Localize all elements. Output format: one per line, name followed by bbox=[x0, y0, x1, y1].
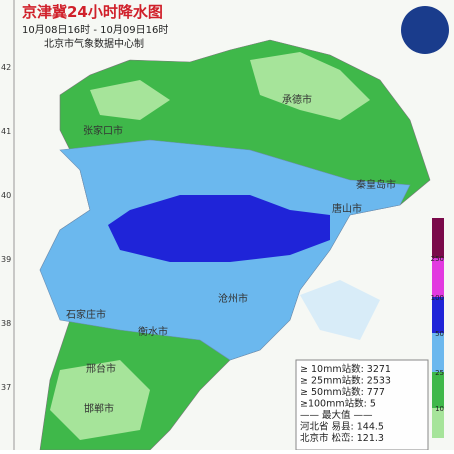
stats-line: 北京市 松峦: 121.3 bbox=[300, 432, 384, 444]
producer: 北京市气象数据中心制 bbox=[44, 37, 144, 50]
sea bbox=[300, 280, 380, 340]
legend-swatch bbox=[432, 258, 444, 297]
city-label: 承德市 bbox=[282, 93, 312, 106]
latitude-label: 40 bbox=[1, 191, 11, 200]
city-label: 秦皇岛市 bbox=[356, 178, 396, 191]
stats-line: —— 最大值 —— bbox=[300, 409, 373, 421]
latitude-label: 37 bbox=[1, 383, 11, 392]
stats-line: ≥100mm站数: 5 bbox=[300, 398, 376, 410]
legend-labels: 250 100 50 25 10 bbox=[431, 255, 444, 413]
legend-swatch bbox=[432, 408, 444, 438]
stats-line: ≥ 25mm站数: 2533 bbox=[300, 375, 391, 387]
legend-label: 10 bbox=[435, 405, 444, 413]
city-label: 沧州市 bbox=[218, 292, 248, 305]
legend-swatch bbox=[432, 297, 444, 333]
city-label: 唐山市 bbox=[332, 202, 362, 215]
stats-line: 河北省 易县: 144.5 bbox=[300, 421, 384, 433]
city-label: 邢台市 bbox=[86, 362, 116, 375]
stats-line: ≥ 10mm站数: 3271 bbox=[300, 363, 391, 375]
legend-label: 25 bbox=[435, 369, 444, 377]
city-label: 石家庄市 bbox=[66, 308, 106, 321]
time-range: 10月08日16时 - 10月09日16时 bbox=[22, 24, 168, 36]
legend-label: 250 bbox=[431, 255, 444, 263]
latitude-label: 39 bbox=[1, 255, 11, 264]
city-label: 张家口市 bbox=[83, 124, 123, 137]
legend-swatch bbox=[432, 372, 444, 408]
legend-label: 100 bbox=[431, 294, 444, 302]
stats-lines: ≥ 10mm站数: 3271≥ 25mm站数: 2533≥ 50mm站数: 77… bbox=[300, 363, 391, 444]
city-label: 衡水市 bbox=[138, 325, 168, 338]
region-light-green bbox=[50, 52, 370, 440]
stats-line: ≥ 50mm站数: 777 bbox=[300, 386, 385, 398]
legend-label: 50 bbox=[435, 330, 444, 338]
city-label: 邯郸市 bbox=[84, 402, 114, 415]
stats-box bbox=[295, 359, 429, 451]
title: 京津冀24小时降水图 bbox=[22, 3, 163, 21]
legend-swatch bbox=[432, 333, 444, 372]
axis-labels: 42 41 40 39 38 37 bbox=[1, 63, 11, 392]
logo bbox=[401, 6, 449, 54]
latitude-label: 41 bbox=[1, 127, 11, 136]
region-dark-blue bbox=[108, 195, 330, 262]
latitude-label: 38 bbox=[1, 319, 11, 328]
legend-swatch bbox=[432, 218, 444, 258]
latitude-label: 42 bbox=[1, 63, 11, 72]
